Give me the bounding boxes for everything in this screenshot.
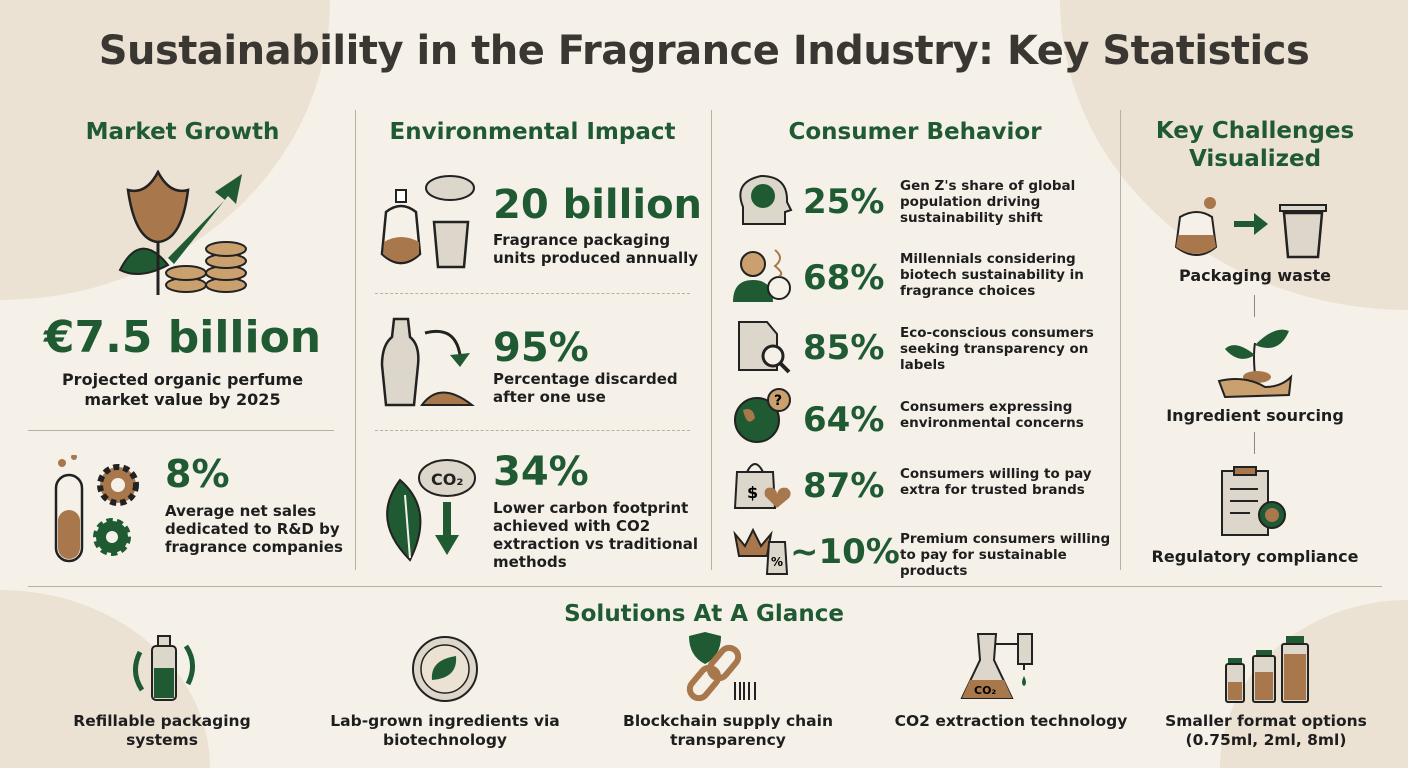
divider (355, 110, 356, 570)
packaging-units-label: Fragrance packaging units produced annua… (493, 231, 699, 267)
consumer-stat-label: Eco-conscious consumers seeking transpar… (900, 325, 1094, 373)
market-value-stat: €7.5 billion (43, 312, 322, 363)
svg-text:%: % (771, 555, 783, 569)
consumer-stat-label: Premium consumers willing to pay for sus… (900, 531, 1111, 579)
solution-label: CO2 extraction technology (894, 712, 1128, 730)
globe-question-icon: ? (734, 388, 791, 443)
svg-text:CO₂: CO₂ (974, 684, 996, 697)
consumer-stat-value: 87% (803, 466, 885, 506)
carbon-footprint-stat: 34% (493, 449, 589, 495)
consumer-stat-value: 85% (803, 328, 885, 368)
broken-bottle-discard-icon (380, 317, 475, 407)
bottle-to-trash-icon (1174, 197, 1327, 259)
packaging-units-stat: 20 billion (493, 182, 703, 228)
divider (375, 430, 690, 431)
arrow-down (1254, 432, 1255, 454)
key-challenges-heading: Key Challenges Visualized (1155, 118, 1355, 172)
challenge-label: Packaging waste (1179, 266, 1331, 285)
consumer-stat-label: Millennials considering biotech sustaina… (900, 251, 1084, 299)
divider (1120, 110, 1121, 570)
hand-plant-icon (1217, 329, 1293, 399)
svg-text:$: $ (747, 483, 758, 502)
solutions-heading: Solutions At A Glance (564, 601, 844, 627)
page-title: Sustainability in the Fragrance Industry… (98, 28, 1310, 74)
consumer-stat-label: Consumers expressing environmental conce… (900, 399, 1084, 431)
flask-co2-icon: CO₂ (960, 633, 1033, 699)
divider (711, 110, 712, 570)
carbon-footprint-label: Lower carbon footprint achieved with CO2… (493, 499, 699, 571)
leaf-co2-icon: CO₂ (386, 459, 476, 562)
arrow-down (1254, 295, 1255, 317)
consumer-behavior-heading: Consumer Behavior (788, 119, 1042, 145)
petri-dish-leaf-icon (412, 636, 478, 702)
tulip-coins-growth-icon (118, 170, 247, 295)
discarded-label: Percentage discarded after one use (493, 370, 678, 406)
consumer-stat-value: ~10% (790, 532, 900, 572)
rd-label: Average net sales dedicated to R&D by fr… (165, 502, 343, 556)
test-tube-gears-icon (54, 455, 139, 563)
clipboard-badge-icon (1221, 466, 1286, 536)
challenge-label: Regulatory compliance (1151, 547, 1359, 566)
divider (375, 293, 690, 294)
market-value-label: Projected organic perfume market value b… (61, 370, 304, 409)
head-globe-icon (739, 174, 793, 225)
consumer-stat-value: 25% (803, 182, 885, 222)
solution-label: Smaller format options (0.75ml, 2ml, 8ml… (1165, 712, 1367, 749)
consumer-stat-value: 64% (803, 400, 885, 440)
svg-text:?: ? (774, 393, 782, 409)
shopping-bag-heart-icon: $ (733, 463, 791, 509)
environmental-impact-heading: Environmental Impact (389, 119, 676, 145)
solution-label: Refillable packaging systems (73, 712, 251, 749)
discarded-stat: 95% (493, 325, 589, 371)
rd-stat: 8% (165, 452, 230, 496)
consumer-stat-label: Gen Z's share of global population drivi… (900, 178, 1076, 226)
solution-label: Blockchain supply chain transparency (623, 712, 833, 749)
consumer-stat-label: Consumers willing to pay extra for trust… (900, 466, 1092, 498)
challenge-label: Ingredient sourcing (1166, 406, 1344, 425)
solution-label: Lab-grown ingredients via biotechnology (330, 712, 560, 749)
refill-bottle-icon (133, 635, 195, 701)
market-growth-heading: Market Growth (85, 119, 280, 145)
perfume-bottle-trash-icon (380, 175, 475, 269)
divider (28, 586, 1382, 587)
divider (28, 430, 334, 431)
person-dna-icon (733, 249, 791, 302)
small-bottles-icon (1225, 636, 1309, 703)
svg-text:CO₂: CO₂ (431, 470, 463, 489)
consumer-stat-value: 68% (803, 258, 885, 298)
crown-price-tag-icon: % (733, 527, 789, 575)
label-magnifier-icon (738, 321, 791, 374)
chain-shield-barcode-icon (686, 632, 756, 702)
